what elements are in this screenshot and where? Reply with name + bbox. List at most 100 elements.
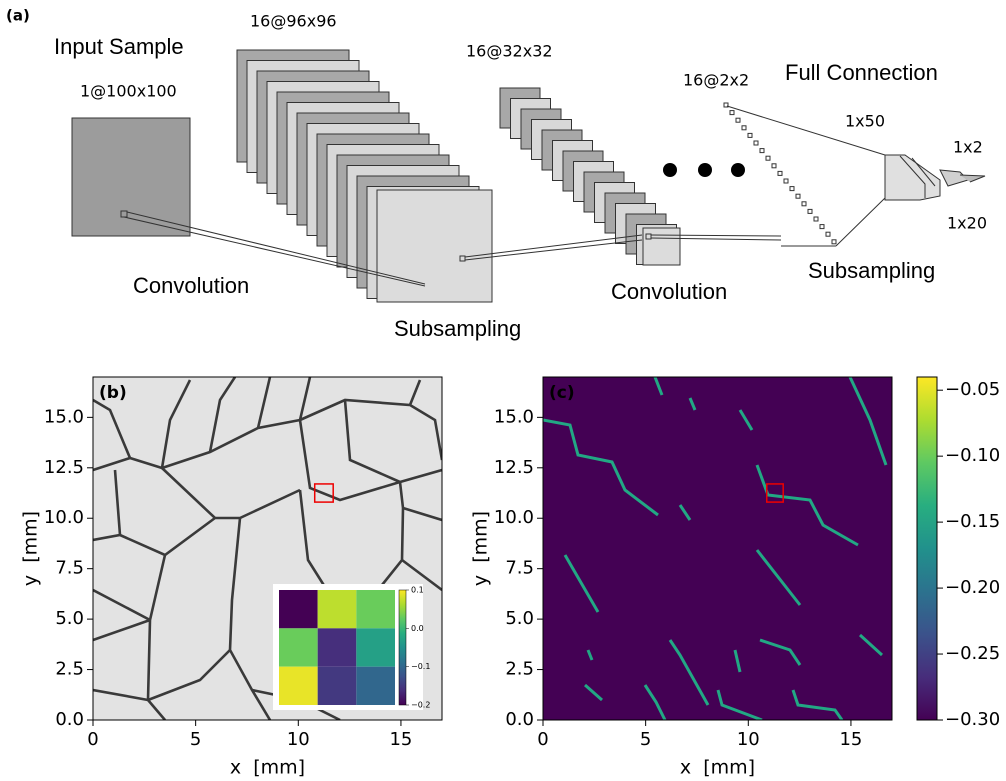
heatmap-cell [356,628,395,667]
colorbar-tick-label: −0.1 [411,662,430,671]
axes: 0 5 10 15 0.0 2.5 5.0 7.5 10.0 12.5 15.0 x [mm] y [m… [20,376,1000,779]
colorbar [916,376,938,721]
x-tick-label: 10 [287,729,310,750]
y-tick-label: 5.0 [505,608,534,629]
kernel [459,255,466,262]
highlight-box [766,483,784,503]
colorbar-tick-label: 0.0 [411,624,424,633]
x-tick-label: 5 [190,729,201,750]
unit [789,186,795,192]
colorbar-tick-label: −0.20 [945,577,1000,598]
fc-layer [939,169,969,187]
unit [735,117,741,123]
feature-stack [499,87,681,266]
connector [123,211,426,287]
heatmap-cell [356,590,395,629]
fc-layer [884,154,941,201]
colorbar-tick-label: −0.10 [945,445,1000,466]
step-label: Convolution [133,273,249,298]
unit [771,163,777,169]
layer-size: 1x2 [953,138,983,157]
y-tick-label: 0.0 [55,709,84,730]
x-tick-label: 0 [537,729,548,750]
colorbar-tick-label: 0.1 [411,586,424,595]
unit [747,132,753,138]
y-tick-label: 0.0 [505,709,534,730]
unit [759,148,765,154]
heatmap-cell [317,628,357,667]
heatmap-cell [317,666,357,705]
heatmap-cell [279,666,318,705]
cnn-diagram: (a) Input Sample 1@100x100 16@96x96 16@3… [6,7,987,341]
colorbar-tick-label: −0.25 [945,643,1000,664]
unit [813,216,819,222]
connector [650,234,782,241]
y-tick-label: 15.0 [494,406,534,427]
unit [777,170,783,176]
fc-layer [899,155,936,198]
connector [726,105,886,247]
unit [783,178,789,184]
y-tick-label: 10.0 [44,507,84,528]
colorbar [398,589,407,706]
ellipsis-dot [698,163,712,177]
x-axis-label: x [mm] [680,757,755,779]
feature-stack [236,49,493,303]
y-tick-label: 2.5 [505,659,534,680]
unit [753,140,759,146]
y-tick-label: 7.5 [55,558,84,579]
y-tick-label: 2.5 [55,659,84,680]
layer-size: 1x50 [845,112,885,131]
fc-layer [959,174,986,183]
y-tick-label: 5.0 [55,608,84,629]
y-tick-label: 10.0 [494,507,534,528]
layer-size: 16@2x2 [683,71,749,90]
y-axis-label: y [mm] [470,511,492,586]
input-map [71,117,191,237]
layer-size: 1x20 [947,214,987,233]
kernel [645,233,652,240]
fc-title: Full Connection [785,60,938,85]
unit [741,125,747,131]
unit [801,201,807,207]
panel-label: (a) [6,7,30,25]
cell-network [93,377,442,720]
input-title: Input Sample [54,34,184,59]
x-tick-label: 10 [737,729,760,750]
x-tick-label: 0 [87,729,98,750]
colorbar-tick-label: −0.30 [945,709,1000,730]
y-tick-label: 12.5 [494,457,534,478]
x-tick-label: 15 [839,729,862,750]
x-tick-label: 5 [640,729,651,750]
unit [825,231,831,237]
highlight-box [313,483,334,503]
step-label: Subsampling [394,316,521,341]
y-tick-label: 7.5 [505,558,534,579]
unit [795,193,801,199]
ellipsis-dot [731,163,745,177]
colorbar-tick-label: −0.05 [945,379,1000,400]
layer-size: 1@100x100 [80,82,177,101]
connector [464,234,643,261]
plot-frame [542,376,893,721]
x-tick-label: 15 [389,729,412,750]
unit [765,155,771,161]
panel-label: (b) [99,383,127,403]
colorbar-tick-label: −0.2 [411,701,430,710]
layer-size: 16@32x32 [466,42,553,61]
unit [819,224,825,230]
plot-frame [92,376,443,721]
panel-label: (c) [549,383,575,403]
heatmap-cell [317,590,357,629]
unit [723,102,729,108]
step-label: Convolution [611,279,727,304]
step-label: Subsampling [808,258,935,283]
crack-map [543,377,888,720]
y-axis-label: y [mm] [20,511,42,586]
x-axis-label: x [mm] [230,757,305,779]
flatten-column [723,102,837,245]
heatmap-cell [279,628,318,667]
heatmap-cell [356,666,395,705]
unit [831,239,837,245]
